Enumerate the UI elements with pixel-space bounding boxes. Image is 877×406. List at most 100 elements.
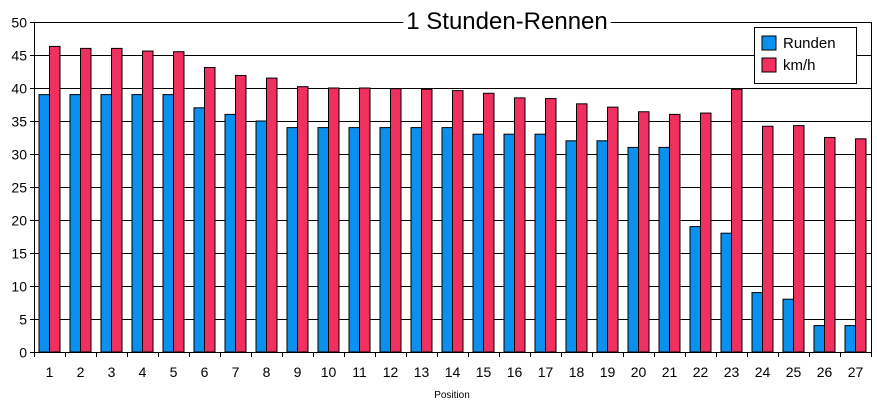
- bar-runden: [131, 94, 143, 353]
- bar-runden: [658, 146, 670, 353]
- bar-runden: [813, 325, 825, 353]
- bar-runden: [255, 120, 267, 353]
- bar-kmh: [235, 74, 247, 353]
- y-tick-label: 50: [11, 15, 27, 31]
- bar-runden: [100, 94, 112, 353]
- x-axis-label: Position: [434, 390, 470, 401]
- bar-runden: [534, 133, 546, 353]
- bar-runden: [38, 94, 50, 353]
- x-tick-label: 11: [352, 364, 367, 380]
- bar-runden: [317, 127, 329, 353]
- bar-kmh: [731, 88, 743, 353]
- legend-swatch: [761, 35, 777, 51]
- bar-runden: [503, 133, 515, 353]
- legend-label: Runden: [783, 35, 836, 52]
- bar-kmh: [452, 90, 464, 353]
- bar-kmh: [514, 97, 526, 353]
- bar-kmh: [49, 45, 61, 353]
- bar-kmh: [855, 138, 867, 353]
- x-tick-label: 10: [321, 364, 337, 380]
- legend-swatch: [761, 57, 777, 73]
- bar-runden: [379, 127, 391, 353]
- x-tick-label: 16: [507, 364, 523, 380]
- x-tick-label: 5: [170, 364, 178, 380]
- bar-runden: [286, 127, 298, 353]
- bar-kmh: [545, 98, 557, 353]
- chart-title: 1 Stunden-Rennen: [406, 8, 608, 35]
- y-tick-label: 25: [11, 180, 27, 196]
- bar-runden: [627, 146, 639, 353]
- bar-runden: [193, 107, 205, 353]
- x-tick-label: 13: [414, 364, 430, 380]
- bar-kmh: [793, 125, 805, 353]
- bar-kmh: [111, 47, 123, 353]
- y-tick-label: 0: [19, 345, 27, 361]
- x-tick-label: 9: [294, 364, 302, 380]
- y-tick-label: 30: [11, 147, 27, 163]
- bar-runden: [596, 140, 608, 353]
- bar-runden: [69, 94, 81, 353]
- x-tick-label: 20: [631, 364, 647, 380]
- bar-kmh: [142, 50, 154, 353]
- x-tick-label: 17: [538, 364, 554, 380]
- bar-kmh: [204, 67, 216, 353]
- x-tick-label: 26: [817, 364, 833, 380]
- bar-runden: [441, 127, 453, 353]
- bar-runden: [224, 113, 236, 353]
- bar-kmh: [421, 88, 433, 353]
- y-tick-label: 45: [11, 48, 27, 64]
- bar-kmh: [266, 77, 278, 353]
- title-background: [403, 8, 611, 35]
- bar-runden: [162, 94, 174, 353]
- x-tick-label: 14: [445, 364, 461, 380]
- bars-layer: [38, 45, 867, 353]
- bar-kmh: [359, 87, 371, 353]
- x-tick-label: 21: [662, 364, 678, 380]
- x-tick-label: 2: [77, 364, 85, 380]
- legend: Runden km/h: [754, 27, 857, 84]
- bar-kmh: [297, 86, 309, 353]
- y-tick-label: 10: [11, 279, 27, 295]
- x-tick-label: 23: [724, 364, 740, 380]
- x-tick-label: 1: [46, 364, 54, 380]
- bar-runden: [720, 232, 732, 353]
- bar-kmh: [762, 125, 774, 353]
- title-layer: 1 Stunden-Rennen: [403, 8, 611, 35]
- x-tick-label: 8: [263, 364, 271, 380]
- x-tick-label: 4: [139, 364, 147, 380]
- bar-runden: [844, 325, 856, 353]
- x-tick-label: 27: [848, 364, 864, 380]
- bar-kmh: [576, 103, 588, 353]
- y-tick-label: 5: [19, 312, 27, 328]
- bar-runden: [689, 226, 701, 353]
- bar-kmh: [483, 92, 495, 353]
- bar-runden: [472, 133, 484, 353]
- bar-kmh: [824, 137, 836, 353]
- x-tick-label: 19: [600, 364, 616, 380]
- x-tick-label: 18: [569, 364, 585, 380]
- x-tick-label: 22: [693, 364, 709, 380]
- bar-kmh: [669, 113, 681, 353]
- bar-kmh: [607, 106, 619, 353]
- x-tick-label: 3: [108, 364, 116, 380]
- y-tick-label: 20: [11, 213, 27, 229]
- x-tick-label: 12: [383, 364, 399, 380]
- legend-label: km/h: [783, 57, 816, 74]
- bar-kmh: [328, 87, 340, 353]
- y-tick-label: 15: [11, 246, 27, 262]
- x-tick-label: 7: [232, 364, 240, 380]
- x-tick-label: 24: [755, 364, 771, 380]
- bar-runden: [782, 298, 794, 353]
- bar-runden: [751, 292, 763, 353]
- bar-runden: [410, 127, 422, 353]
- y-tick-label: 35: [11, 114, 27, 130]
- x-tick-label: 25: [786, 364, 802, 380]
- y-tick-label: 40: [11, 81, 27, 97]
- bar-kmh: [390, 88, 402, 353]
- bar-kmh: [173, 51, 185, 353]
- x-tick-label: 6: [201, 364, 209, 380]
- bar-runden: [348, 127, 360, 353]
